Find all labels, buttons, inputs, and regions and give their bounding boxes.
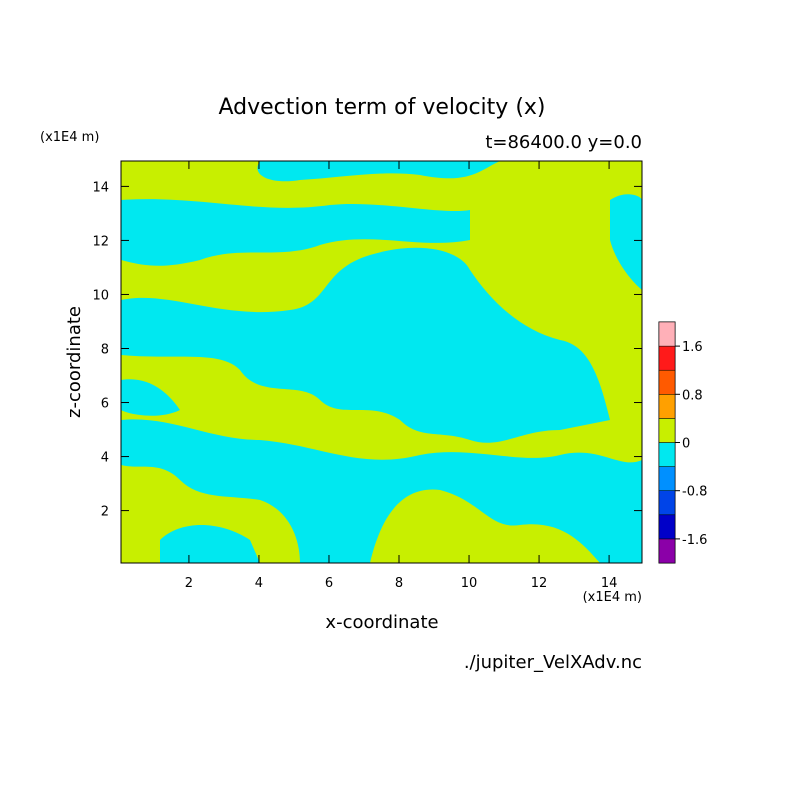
contour-region bbox=[160, 525, 260, 563]
contour-region bbox=[121, 247, 610, 443]
y-unit: (x1E4 m) bbox=[40, 130, 99, 145]
contour-region bbox=[121, 379, 180, 416]
plot-frame bbox=[120, 160, 643, 564]
colorbar-band bbox=[658, 394, 676, 419]
colorbar-band bbox=[658, 490, 676, 516]
subtitle: t=86400.0 y=0.0 bbox=[485, 132, 642, 153]
colorbar-band bbox=[658, 466, 676, 491]
x-tick-label: 8 bbox=[395, 576, 403, 591]
colorbar-band bbox=[658, 538, 676, 564]
y-tick-label: 8 bbox=[101, 342, 109, 357]
chart-title: Advection term of velocity (x) bbox=[218, 95, 545, 120]
colorbar-band bbox=[658, 345, 676, 371]
colorbar-label: 0 bbox=[682, 437, 690, 452]
y-tick-label: 6 bbox=[101, 397, 109, 412]
x-unit: (x1E4 m) bbox=[583, 590, 642, 605]
x-tick-label: 10 bbox=[461, 576, 478, 591]
contour-region bbox=[121, 161, 500, 182]
x-tick-label: 2 bbox=[185, 576, 193, 591]
source-file: ./jupiter_VelXAdv.nc bbox=[464, 652, 642, 673]
x-tick-label: 14 bbox=[601, 576, 618, 591]
y-tick-label: 2 bbox=[101, 505, 109, 520]
contour-field bbox=[121, 161, 642, 563]
colorbar-band bbox=[658, 442, 676, 467]
colorbar-band bbox=[658, 514, 676, 540]
y-tick-label: 4 bbox=[101, 451, 109, 466]
y-tick-label: 10 bbox=[92, 288, 109, 303]
colorbar-band bbox=[658, 418, 676, 443]
contour-region bbox=[121, 199, 470, 266]
x-tick-label: 12 bbox=[531, 576, 548, 591]
y-tick-label: 14 bbox=[92, 180, 109, 195]
colorbar-band bbox=[658, 369, 676, 395]
y-axis-label: z-coordinate bbox=[64, 306, 85, 418]
x-tick-label: 6 bbox=[325, 576, 333, 591]
colorbar-label: -0.8 bbox=[682, 485, 707, 500]
contour-region bbox=[610, 194, 642, 290]
y-tick-label: 12 bbox=[92, 234, 109, 249]
colorbar-label: -1.6 bbox=[682, 533, 707, 548]
x-tick-label: 4 bbox=[255, 576, 263, 591]
colorbar-band bbox=[658, 321, 676, 347]
contour-region bbox=[121, 419, 642, 563]
colorbar-label: 0.8 bbox=[682, 388, 703, 403]
colorbar-label: 1.6 bbox=[682, 340, 703, 355]
x-axis-label: x-coordinate bbox=[325, 612, 438, 633]
